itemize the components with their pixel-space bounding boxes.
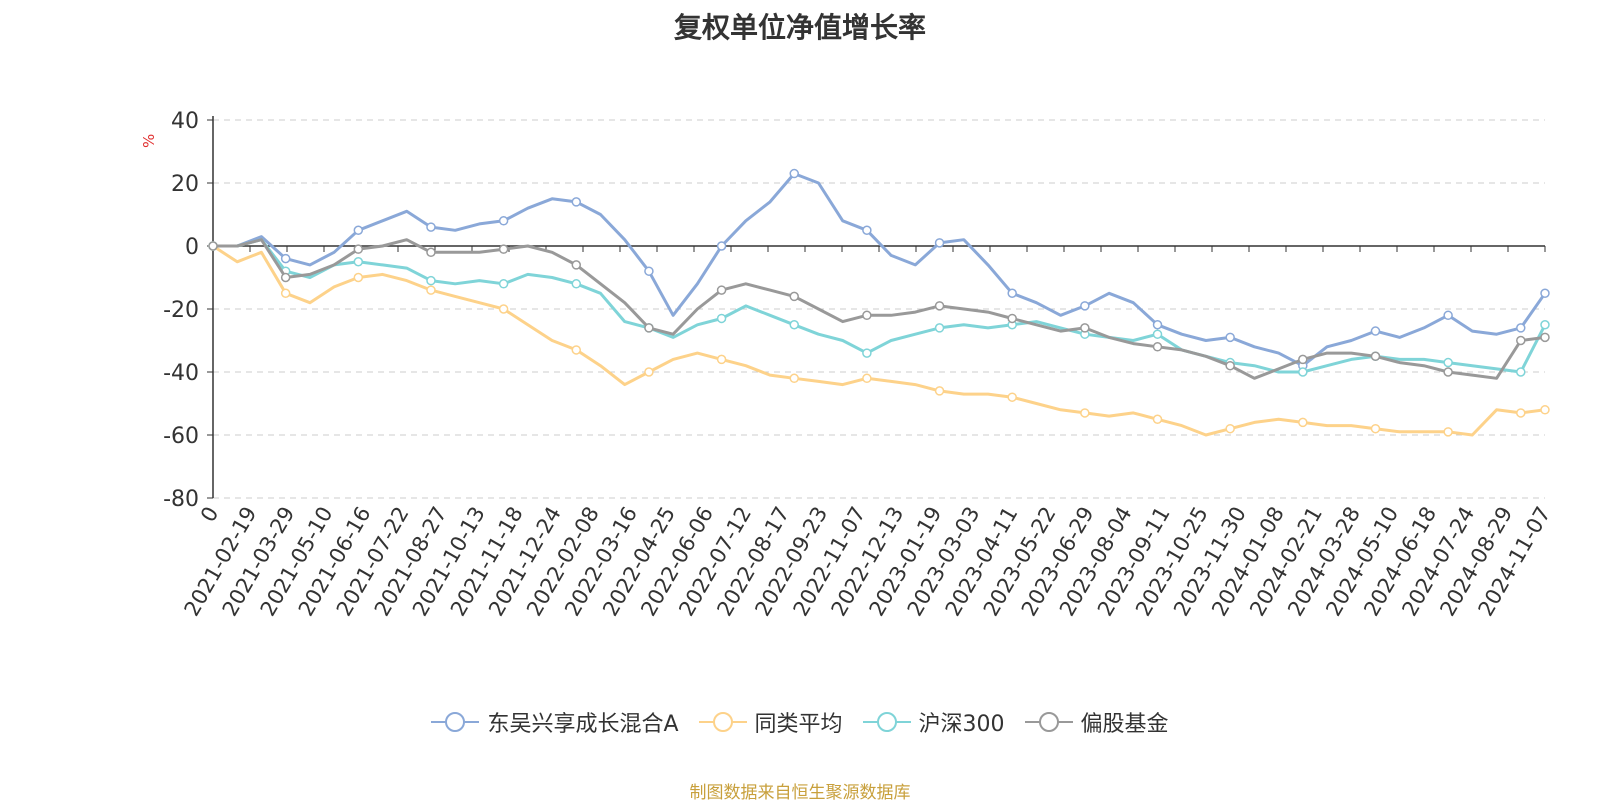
legend-marker-icon <box>431 712 480 732</box>
series-point-3 <box>1370 351 1381 361</box>
series-point-1 <box>280 288 291 298</box>
y-axis-label: % <box>140 133 158 148</box>
legend-marker-icon <box>1024 712 1073 732</box>
series-point-1 <box>1080 408 1090 418</box>
series-point-1 <box>498 304 509 314</box>
series-point-1 <box>1152 414 1163 424</box>
series-point-3 <box>1443 367 1453 377</box>
series-point-0 <box>1443 310 1453 321</box>
series-point-1 <box>1516 408 1526 418</box>
series-point-0 <box>644 266 654 276</box>
legend-label: 同类平均 <box>754 712 843 737</box>
legend-label: 沪深300 <box>918 712 1005 737</box>
series-point-3 <box>1007 313 1017 324</box>
x-tick-label: 0 <box>196 503 223 527</box>
series-point-1 <box>426 285 436 295</box>
series-point-0 <box>934 238 945 248</box>
legend-label: 偏股基金 <box>1080 712 1169 737</box>
series-point-3 <box>571 260 582 270</box>
series-point-3 <box>353 244 364 254</box>
legend-item-3[interactable]: 偏股基金 <box>1024 706 1169 738</box>
series-point-3 <box>280 272 291 283</box>
series-point-1 <box>789 373 799 384</box>
series-point-0 <box>498 216 509 226</box>
legend-item-2[interactable]: 沪深300 <box>862 706 1005 738</box>
series-point-3 <box>426 247 436 258</box>
series-point-0 <box>789 168 799 179</box>
series-point-0 <box>571 197 582 207</box>
series-point-1 <box>571 345 582 355</box>
legend: 东吴兴享成长混合A 同类平均 沪深300 偏股基金 <box>0 706 1600 738</box>
source-note: 制图数据来自恒生聚源数据库 <box>689 783 911 803</box>
series-point-0 <box>353 225 364 235</box>
series-point-1 <box>644 367 654 377</box>
series-point-1 <box>1007 392 1017 402</box>
legend-label: 东吴兴享成长混合A <box>487 712 679 737</box>
series-point-3 <box>1516 335 1526 346</box>
series-point-3 <box>208 241 218 251</box>
series-point-1 <box>1540 405 1550 415</box>
series-point-3 <box>1225 360 1235 371</box>
series-point-2 <box>1443 357 1453 368</box>
series-point-1 <box>862 373 872 384</box>
series-point-3 <box>862 310 872 321</box>
series-point-3 <box>498 244 509 254</box>
legend-marker-icon <box>698 712 747 732</box>
series-point-0 <box>1225 332 1235 343</box>
series-point-1 <box>716 354 727 365</box>
series-line-1 <box>212 244 1546 437</box>
series-point-2 <box>716 313 727 324</box>
series-point-2 <box>1540 320 1550 330</box>
y-tick-label: -40 <box>163 361 199 386</box>
series-point-3 <box>1298 354 1308 365</box>
series-point-3 <box>716 285 727 295</box>
series-point-2 <box>353 257 364 267</box>
series-point-2 <box>1298 367 1308 377</box>
y-tick-label: 40 <box>171 109 199 134</box>
series-point-1 <box>1370 423 1381 434</box>
series-point-0 <box>280 253 291 264</box>
y-tick-label: -60 <box>163 424 199 449</box>
series-point-1 <box>1298 417 1308 428</box>
series-point-1 <box>353 272 364 283</box>
legend-marker-icon <box>862 712 911 732</box>
series-point-0 <box>1516 323 1526 333</box>
series-point-3 <box>934 301 945 311</box>
series-point-0 <box>1080 301 1090 311</box>
series-point-3 <box>1152 342 1163 352</box>
y-tick-label: -80 <box>163 487 199 512</box>
series-point-3 <box>644 323 654 333</box>
series-point-0 <box>426 222 436 232</box>
series-point-1 <box>1225 423 1235 434</box>
series-point-2 <box>1152 329 1163 339</box>
y-tick-label: 20 <box>171 172 199 197</box>
series-point-0 <box>1007 288 1017 298</box>
series-point-0 <box>1370 326 1381 336</box>
series-point-2 <box>426 275 436 286</box>
series-point-3 <box>1540 332 1550 343</box>
series-point-0 <box>862 225 872 235</box>
chart-title: 复权单位净值增长率 <box>673 11 926 44</box>
series-point-3 <box>789 291 799 302</box>
y-tick-label: 0 <box>185 235 199 260</box>
series-point-0 <box>716 241 727 251</box>
series-point-2 <box>934 323 945 333</box>
y-tick-label: -20 <box>163 298 199 323</box>
series-point-2 <box>1516 367 1526 377</box>
series-point-2 <box>789 320 799 330</box>
series-point-0 <box>1540 288 1550 298</box>
legend-item-0[interactable]: 东吴兴享成长混合A <box>431 706 679 738</box>
series-point-1 <box>1443 427 1453 437</box>
series-point-0 <box>1152 320 1163 330</box>
series-point-2 <box>862 348 872 358</box>
series-point-1 <box>934 386 945 396</box>
series-point-2 <box>571 279 582 289</box>
legend-item-1[interactable]: 同类平均 <box>698 706 843 738</box>
series-point-2 <box>498 279 509 289</box>
series-point-3 <box>1080 323 1090 333</box>
